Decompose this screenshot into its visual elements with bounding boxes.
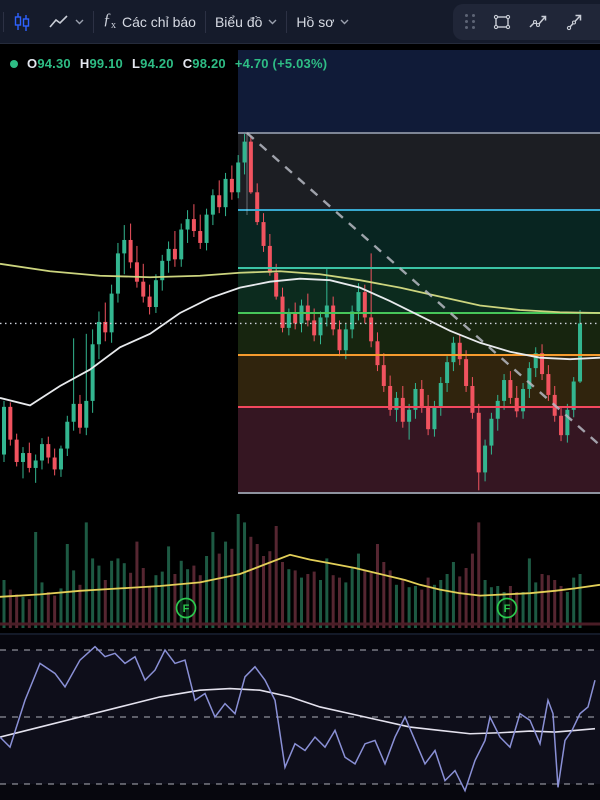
fib-zone-0.786 — [238, 406, 600, 493]
drag-handle[interactable] — [465, 14, 476, 29]
chart-menu-button[interactable]: Biểu đồ — [206, 0, 286, 44]
financial-event-marker[interactable]: F — [496, 597, 518, 619]
oscillator-pane[interactable] — [0, 635, 600, 800]
oscillator-ma-line — [0, 687, 596, 738]
volume-ma-line — [0, 553, 600, 598]
top-toolbar: ƒx Các chỉ báo Biểu đồ Hồ sơ — [0, 0, 600, 44]
line-style-button[interactable] — [40, 0, 93, 44]
chevron-down-icon — [75, 19, 84, 24]
svg-text:F: F — [183, 603, 190, 615]
trend-line-dashed[interactable] — [246, 132, 600, 447]
candlestick-chart-icon — [14, 12, 30, 31]
fib-top-zone — [238, 50, 600, 133]
drawing-tools-panel — [453, 3, 600, 40]
chevron-down-icon — [268, 19, 277, 24]
divider — [286, 10, 288, 33]
divider — [93, 10, 94, 33]
fib-zone-0.618 — [238, 354, 600, 407]
financial-event-marker[interactable]: F — [175, 597, 197, 619]
divider — [204, 10, 206, 33]
fast-ma-line — [0, 277, 600, 407]
polyline-tool-button[interactable] — [528, 13, 549, 31]
symbol-status-dot — [10, 59, 18, 68]
fx-icon: ƒx — [103, 11, 116, 32]
volume-baseline — [0, 622, 600, 626]
indicators-label: Các chỉ báo — [122, 13, 196, 30]
fib-zone-0.5 — [238, 312, 600, 355]
line-style-icon — [49, 14, 68, 28]
price-pane[interactable] — [0, 50, 600, 494]
legend-change: +4.70 (+5.03%) — [234, 56, 328, 71]
pane-separator[interactable] — [0, 633, 600, 635]
chart-menu-label: Biểu đồ — [214, 13, 263, 30]
oscillator-line — [0, 645, 596, 793]
divider — [3, 11, 4, 32]
trend-arrow-tool-button[interactable] — [565, 13, 584, 31]
legend-low: L94.20 — [132, 56, 174, 71]
rectangle-tool-button[interactable] — [492, 13, 512, 31]
chevron-down-icon — [340, 19, 349, 24]
chart-type-button[interactable] — [4, 0, 40, 44]
profile-menu-label: Hồ sơ — [296, 13, 335, 30]
fib-zone-0.382 — [238, 267, 600, 313]
fib-zone-0 — [238, 132, 600, 211]
legend-open: O94.30 — [27, 56, 71, 71]
ohlc-legend: O94.30 H99.10 L94.20 C98.20 +4.70 (+5.03… — [10, 56, 327, 71]
legend-high: H99.10 — [79, 56, 123, 71]
legend-close: C98.20 — [182, 56, 226, 71]
profile-menu-button[interactable]: Hồ sơ — [287, 0, 358, 44]
fib-zone-0.236 — [238, 210, 600, 268]
indicators-button[interactable]: ƒx Các chỉ báo — [94, 0, 205, 44]
svg-text:F: F — [504, 603, 511, 615]
slow-ma-line — [0, 262, 600, 314]
